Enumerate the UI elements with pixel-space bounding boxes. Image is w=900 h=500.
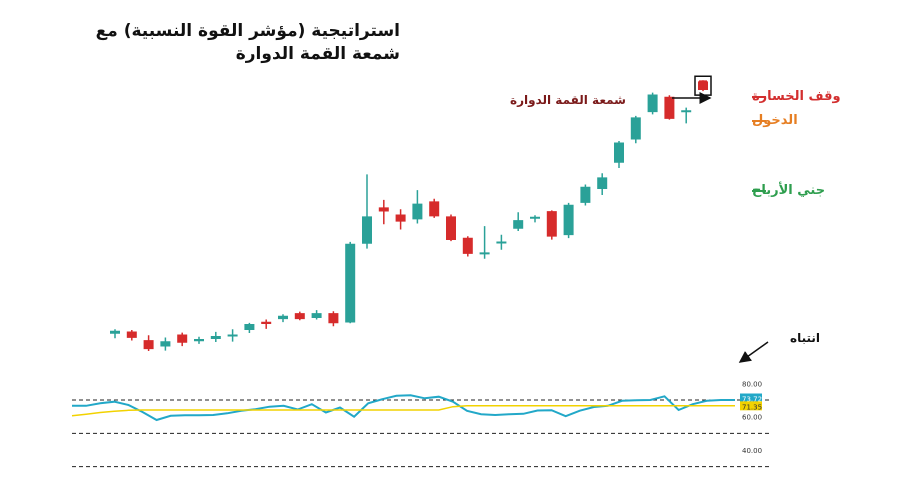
- candle-body: [496, 241, 507, 244]
- candle: [244, 322, 255, 333]
- candle: [563, 202, 574, 239]
- candle-body: [210, 336, 221, 339]
- candle: [597, 173, 608, 195]
- rsi-ma-line: [71, 405, 735, 417]
- candle-body: [597, 177, 608, 189]
- entry-text: الدخول: [752, 113, 798, 128]
- candle-body: [177, 334, 188, 343]
- candle-body: [194, 339, 204, 342]
- spinning-top-highlight-box: [694, 75, 712, 96]
- candle: [630, 115, 641, 144]
- candle-body: [446, 216, 456, 240]
- rsi-tick-label: 60.00: [742, 414, 762, 422]
- candle: [143, 335, 154, 351]
- candle: [110, 329, 120, 339]
- candle-body: [311, 313, 322, 318]
- candle: [496, 234, 507, 250]
- candle-body: [681, 110, 692, 113]
- candle: [429, 198, 440, 218]
- candle-body: [345, 243, 356, 323]
- chart-title-line2: شمعة القمة الدوارة: [235, 44, 400, 64]
- candle: [664, 95, 675, 120]
- candle: [378, 199, 389, 225]
- rsi-tick-label: 40.00: [742, 447, 762, 455]
- rsi-tick-label: 71.35: [742, 403, 762, 411]
- take-profit-text: جني الأرباح: [752, 183, 826, 198]
- candle: [345, 241, 356, 324]
- candle: [227, 329, 238, 342]
- candle-body: [244, 324, 255, 330]
- candle: [614, 141, 624, 168]
- rsi-tick-label: 73.72: [742, 396, 762, 404]
- candle: [160, 337, 171, 351]
- candle-body: [563, 204, 574, 236]
- price-candles: [110, 80, 708, 351]
- candle-body: [513, 220, 524, 229]
- attention-arrow: [738, 341, 769, 363]
- candle: [479, 226, 490, 259]
- candle: [194, 336, 204, 344]
- annotation-arrows: [672, 92, 769, 363]
- rsi-ma-value-badge: [740, 401, 762, 411]
- candle: [412, 190, 423, 224]
- candle-body: [580, 186, 591, 203]
- candle: [546, 210, 557, 240]
- candle: [126, 330, 137, 341]
- candle: [328, 311, 339, 327]
- stop-loss-label: وقف الخسارة: [752, 89, 841, 104]
- candle-body: [462, 237, 473, 254]
- rsi-line: [72, 394, 735, 422]
- candle-body: [395, 214, 406, 222]
- rsi-value-badge: [740, 393, 762, 403]
- candle: [177, 332, 188, 347]
- candle-body: [647, 94, 658, 113]
- candle-body: [546, 211, 557, 237]
- candle: [647, 92, 658, 115]
- candle-body: [110, 330, 120, 334]
- candle-body: [227, 334, 238, 337]
- candle: [294, 311, 305, 321]
- candle: [311, 310, 322, 320]
- entry-label: الدخول: [752, 113, 798, 128]
- candle-body: [160, 341, 171, 347]
- candle: [362, 174, 372, 249]
- candle: [278, 314, 288, 323]
- rsi-tick-label: 80.00: [742, 380, 762, 388]
- chart-title-line1: استراتيجية (مؤشر القوة النسبية) مع: [95, 21, 400, 41]
- candle: [530, 215, 540, 223]
- candle: [261, 319, 272, 329]
- attention-label: انتباه: [790, 331, 821, 345]
- candle: [462, 236, 473, 257]
- candle-body: [378, 207, 389, 212]
- candle-body: [479, 252, 490, 255]
- candle-body: [630, 117, 641, 140]
- candle: [681, 107, 692, 124]
- spinning-top-label: شمعة القمة الدوارة: [510, 93, 626, 107]
- chart-title: استراتيجية (مؤشر القوة النسبية) مع شمعة …: [40, 20, 400, 66]
- candle: [513, 212, 524, 231]
- candle-body: [530, 216, 540, 219]
- candle-body: [664, 96, 675, 119]
- candle-body: [412, 203, 423, 220]
- candle-body: [261, 321, 272, 324]
- candle-body: [294, 313, 305, 320]
- candle: [580, 184, 591, 206]
- candle-body: [278, 315, 288, 320]
- candle-body: [328, 313, 339, 324]
- candle: [210, 331, 221, 342]
- candle: [446, 214, 456, 242]
- candle: [395, 209, 406, 230]
- candle-body: [143, 340, 154, 350]
- stop-loss-text: وقف الخسارة: [752, 89, 841, 104]
- take-profit-label: جني الأرباح: [752, 183, 825, 198]
- candle-body: [362, 216, 372, 244]
- candle-body: [429, 201, 440, 217]
- candle-body: [614, 142, 624, 163]
- candle-body: [126, 331, 137, 338]
